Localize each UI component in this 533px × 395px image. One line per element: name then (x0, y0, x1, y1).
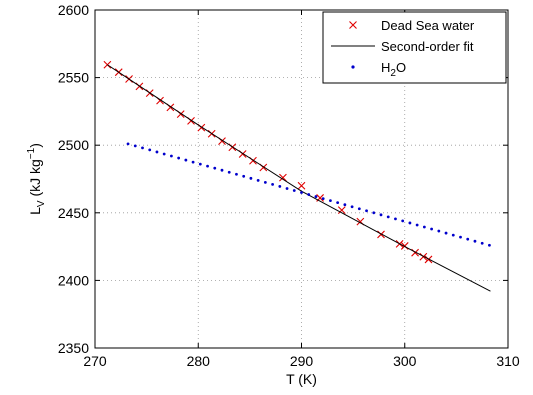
h2o-point (184, 158, 188, 162)
h2o-point (278, 185, 282, 188)
h2o-point (292, 189, 296, 192)
dead-sea-water-point (337, 206, 346, 214)
h2o-point (321, 197, 325, 201)
legend-marker-dot (351, 65, 355, 69)
h2o-point (155, 150, 159, 154)
h2o-point (198, 162, 202, 166)
h2o-point (220, 168, 224, 172)
ticks: 270 280 290 300 310 2350 2400 2450 2500 2550 2600 (58, 2, 520, 369)
h2o-point (379, 213, 383, 217)
x-tick-label: 300 (393, 353, 417, 369)
h2o-point (256, 178, 260, 182)
h2o-point (365, 209, 368, 213)
h2o-point (141, 146, 144, 150)
h2o-point (249, 176, 253, 180)
x-tick-label: 270 (83, 353, 107, 369)
y-tick-label: 2600 (58, 2, 89, 18)
y-tick-label: 2400 (58, 272, 89, 288)
h2o-point (394, 217, 397, 221)
h2o-point (430, 227, 433, 231)
h2o-point (386, 215, 390, 219)
x-axis-label: T (K) (286, 371, 317, 387)
h2o-point (191, 160, 195, 164)
h2o-point (206, 164, 209, 168)
h2o-point (307, 193, 311, 196)
h2o-point (343, 203, 347, 207)
h2o-point (350, 205, 354, 209)
h2o-point (480, 241, 484, 245)
h2o-point (235, 172, 238, 176)
h2o-point (466, 237, 470, 241)
h2o-point (488, 243, 491, 247)
h2o-point (459, 235, 462, 239)
legend-label: Second-order fit (381, 39, 474, 54)
y-axis-label-units-close: ) (27, 143, 43, 148)
fit-line (107, 64, 491, 292)
h2o-point (126, 142, 130, 146)
y-tick-label: 2500 (58, 137, 89, 153)
h2o-point (271, 183, 274, 186)
x-tick-label: 280 (187, 353, 211, 369)
y-axis-label-units-sup: −1 (26, 147, 37, 159)
h2o-point (227, 170, 231, 174)
legend: Dead Sea water Second-order fit H2O (322, 11, 507, 84)
h2o-point (329, 199, 332, 203)
h2o-point (170, 154, 173, 158)
h2o-point (263, 180, 267, 184)
y-axis-label-main: L (27, 207, 43, 215)
h2o-point (177, 156, 181, 160)
h2o-point (408, 221, 412, 225)
y-tick-label: 2350 (58, 340, 89, 356)
x-tick-label: 290 (290, 353, 314, 369)
h2o-point (285, 187, 289, 190)
dead-sea-water-point (103, 60, 112, 69)
y-axis-label: LV (kJ kg−1) (26, 143, 47, 215)
dead-sea-water-point (279, 173, 287, 182)
dead-sea-water-point (297, 181, 306, 190)
h2o-point (213, 166, 217, 170)
y-tick-label: 2450 (58, 205, 89, 221)
h2o-point (451, 233, 455, 237)
y-tick-label: 2550 (58, 70, 89, 86)
h2o-point (473, 239, 477, 243)
h2o-point (314, 195, 318, 198)
h2o-point (336, 201, 340, 205)
h2o-point (357, 207, 361, 211)
h2o-point (148, 148, 152, 152)
h2o-point (162, 152, 166, 156)
h2o-point (300, 191, 303, 194)
legend-label: H2O (381, 60, 406, 79)
h2o-point (242, 174, 246, 178)
y-axis-label-sub: V (36, 200, 47, 207)
legend-marker-x (349, 21, 357, 29)
h2o-point (415, 223, 419, 227)
h2o-point (133, 144, 137, 148)
h2o-point (437, 229, 441, 233)
h2o-point (444, 231, 448, 235)
plot-area (103, 60, 491, 292)
legend-label: Dead Sea water (381, 18, 475, 33)
h2o-point (372, 211, 376, 215)
h2o-point (422, 225, 426, 229)
h2o-point (401, 219, 405, 223)
y-axis-label-units: (kJ kg (27, 159, 43, 196)
x-tick-label: 310 (496, 353, 520, 369)
